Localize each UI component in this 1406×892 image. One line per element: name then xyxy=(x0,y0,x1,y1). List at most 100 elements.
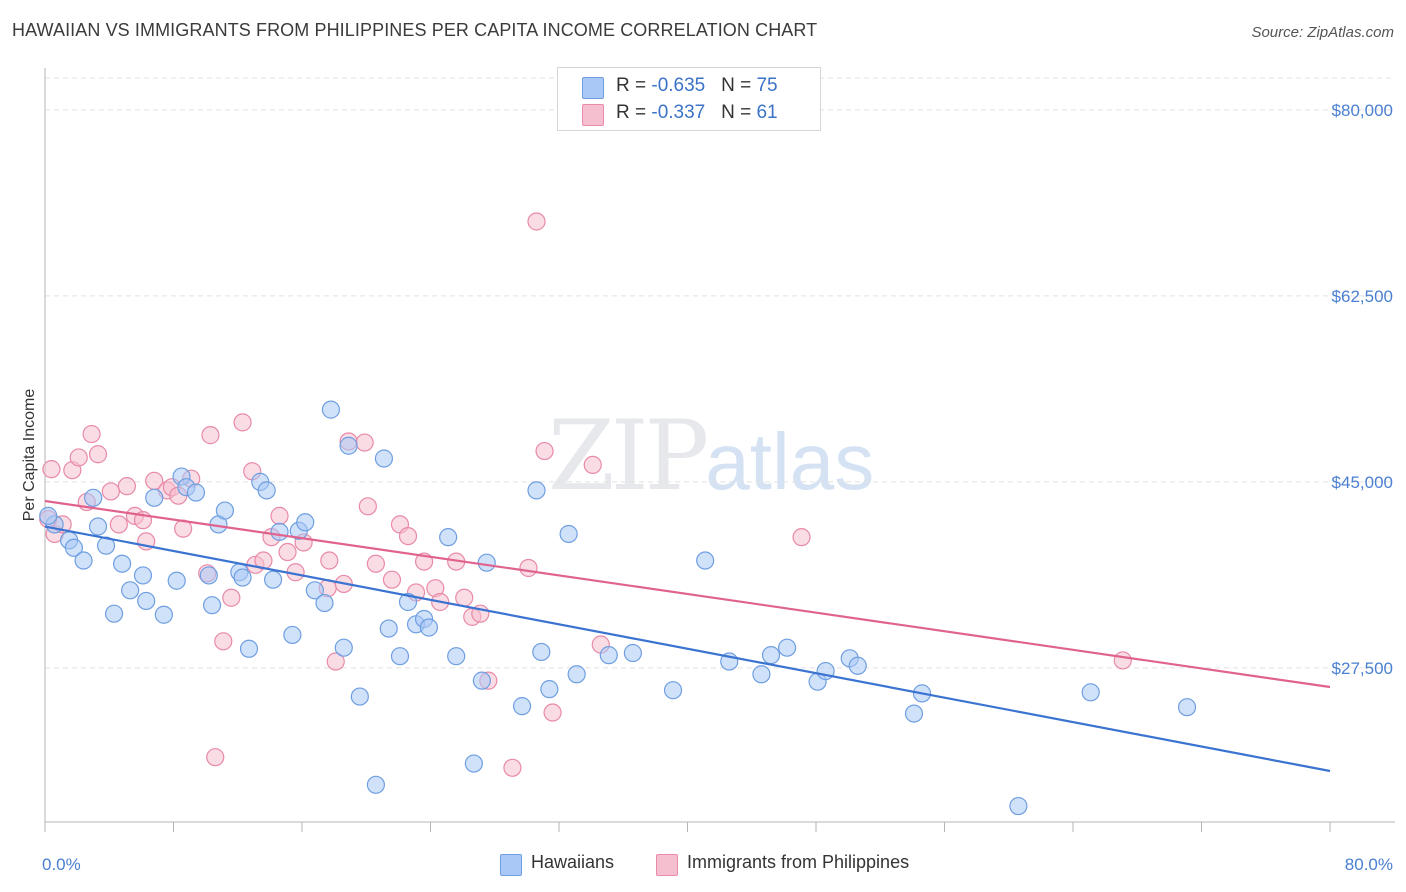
hawaiians-point xyxy=(334,638,353,657)
hawaiians-point xyxy=(379,619,398,638)
philippines-point xyxy=(69,448,88,467)
philippines-point xyxy=(535,441,554,461)
legend-r-value: -0.337 xyxy=(651,102,706,123)
hawaiians-point xyxy=(374,449,394,468)
hawaiians-point xyxy=(121,581,140,600)
axes xyxy=(44,68,1395,832)
philippines-point xyxy=(519,558,538,578)
y-tick-label: $27,500 xyxy=(1332,659,1393,678)
philippines-point xyxy=(583,455,602,474)
philippines-point xyxy=(214,632,233,651)
hawaiians-point xyxy=(1081,683,1100,702)
hawaiians-point xyxy=(74,551,93,570)
hawaiians-point xyxy=(512,697,532,716)
hawaiians-point xyxy=(390,647,410,666)
hawaiians-point xyxy=(112,554,132,573)
hawaiians-point xyxy=(233,568,252,587)
hawaiians-point xyxy=(599,646,618,665)
hawaiians-point xyxy=(447,647,466,666)
philippines-point xyxy=(109,515,128,534)
philippines-point xyxy=(455,588,474,607)
hawaiians-point xyxy=(1009,796,1028,816)
hawaiians-point xyxy=(64,538,84,557)
legend-n-value: 75 xyxy=(756,75,778,96)
hawaiians-point xyxy=(270,522,289,541)
philippines-point xyxy=(398,526,418,546)
philippines-point xyxy=(206,748,225,767)
hawaiians-point xyxy=(145,488,164,507)
hawaiians-point xyxy=(527,481,546,500)
hawaiians-point xyxy=(315,593,334,613)
hawaiians-point xyxy=(305,581,324,600)
philippines-point xyxy=(270,506,289,525)
hawaiians-point xyxy=(477,553,496,572)
legend-swatch-hawaiians xyxy=(500,854,522,876)
hawaiians-point xyxy=(532,642,551,662)
philippines-point xyxy=(358,497,377,516)
hawaiians-point xyxy=(559,524,578,544)
hawaiians-point xyxy=(202,596,222,615)
hawaiians-point xyxy=(186,483,206,502)
hawaiians-point xyxy=(696,551,715,570)
philippines-point xyxy=(543,703,562,722)
hawaiians-point xyxy=(84,488,103,507)
trend-lines xyxy=(44,499,1331,773)
philippines-point xyxy=(527,212,546,231)
hawaiians-point xyxy=(1177,698,1197,717)
hawaiians-point xyxy=(904,704,924,723)
hawaiians-point xyxy=(777,638,797,657)
philippines-point xyxy=(201,426,220,445)
philippines-point xyxy=(382,570,402,589)
hawaiians-point xyxy=(761,646,781,665)
philippines-trend-line xyxy=(44,499,1331,689)
hawaiians-point xyxy=(88,517,108,536)
hawaiians-point xyxy=(215,501,234,520)
hawaiians-point xyxy=(464,754,483,773)
philippines-point xyxy=(1113,651,1132,670)
philippines-point xyxy=(117,477,137,496)
philippines-point xyxy=(233,413,252,432)
hawaiians-point xyxy=(133,566,153,585)
hawaiians-point xyxy=(104,604,124,623)
hawaiians-point xyxy=(366,775,385,794)
y-tick-label: $45,000 xyxy=(1332,473,1393,492)
x-tick-label-max: 80.0% xyxy=(1345,855,1393,874)
chart-title: HAWAIIAN VS IMMIGRANTS FROM PHILIPPINES … xyxy=(12,20,818,40)
hawaiians-point xyxy=(39,506,58,525)
philippines-point xyxy=(278,542,297,562)
tick-labels: $27,500 $45,000 $62,500 $80,000 0.0% 80.0% Per… xyxy=(21,101,1393,874)
philippines-point xyxy=(222,588,241,607)
hawaiians-point xyxy=(137,591,156,611)
hawaiians-point xyxy=(263,570,283,589)
hawaiians-point xyxy=(623,643,642,663)
legend-r-label: R = xyxy=(616,75,652,96)
hawaiians-point xyxy=(439,528,458,547)
hawaiians-point xyxy=(752,665,771,684)
philippines-point xyxy=(366,554,385,573)
hawaiians-point xyxy=(167,571,186,590)
hawaiians-point xyxy=(472,671,491,690)
philippines-point xyxy=(503,758,522,777)
legend-label-philippines: Immigrants from Philippines xyxy=(687,852,910,872)
hawaiians-point xyxy=(663,681,683,700)
hawaiians-point xyxy=(398,592,418,612)
legend-r-label: R = xyxy=(616,102,652,123)
legend-n-label: N = xyxy=(721,75,757,96)
philippines-point xyxy=(101,482,120,501)
hawaiians-point xyxy=(199,566,218,585)
hawaiians-point xyxy=(540,680,559,699)
philippines-point xyxy=(355,433,374,452)
hawaiians-trend-line xyxy=(44,525,1331,773)
hawaiians-point xyxy=(321,400,341,419)
correlation-legend: R = -0.635 N = 75 R = -0.337 N = 61 xyxy=(557,67,821,131)
legend-swatch-philippines xyxy=(656,854,678,876)
x-tick-label-min: 0.0% xyxy=(42,855,81,874)
philippines-point xyxy=(82,424,101,444)
legend-n-value: 61 xyxy=(756,102,778,123)
hawaiians-point xyxy=(239,639,259,658)
hawaiians-point xyxy=(296,513,315,532)
philippines-point xyxy=(42,460,61,479)
y-axis-title: Per Capita Income xyxy=(21,389,38,522)
hawaiians-point xyxy=(339,436,358,455)
